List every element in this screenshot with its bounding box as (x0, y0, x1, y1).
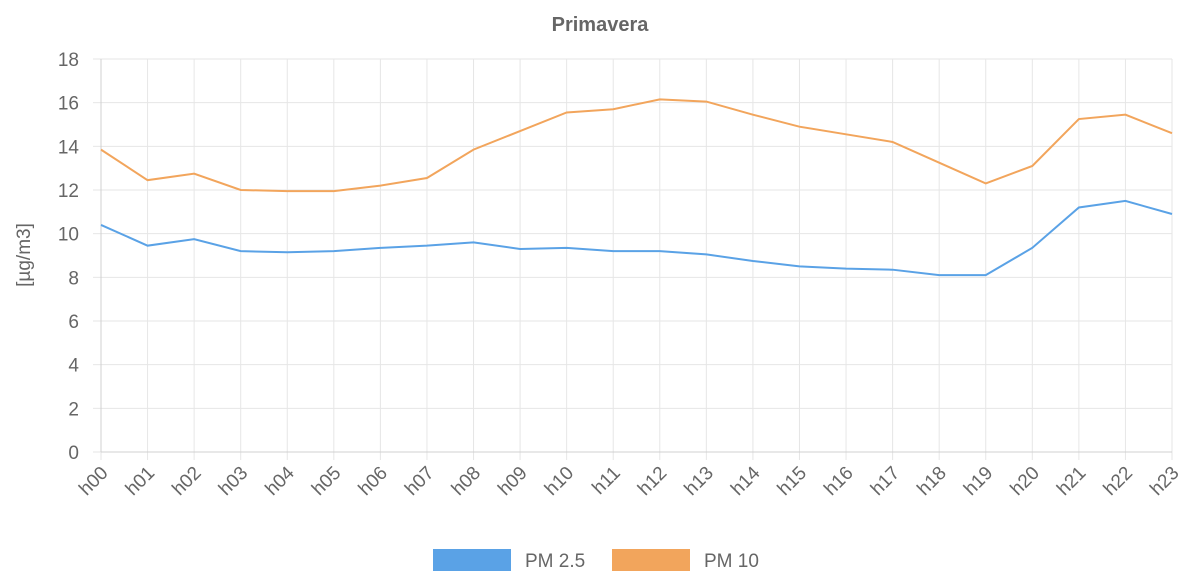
x-tick-label: h23 (1146, 463, 1183, 500)
y-tick-label: 0 (68, 443, 79, 464)
legend-swatch (612, 549, 690, 571)
x-tick-label: h14 (727, 462, 765, 500)
x-tick-label: h10 (541, 463, 578, 500)
x-tick-label: h00 (75, 463, 112, 500)
line-series (100, 98, 1173, 193)
x-tick-label: h11 (588, 463, 624, 499)
y-tick-label: 8 (68, 268, 79, 289)
x-tick-label: h12 (634, 463, 671, 500)
x-tick-label: h03 (215, 463, 252, 500)
y-tick-label: 12 (58, 181, 79, 202)
x-tick-label: h21 (1053, 463, 1090, 500)
y-tick-label: 2 (68, 399, 79, 420)
legend-swatch (433, 549, 511, 571)
y-tick-label: 4 (68, 356, 79, 377)
x-tick-label: h08 (448, 463, 485, 500)
y-tick-label: 10 (58, 225, 79, 246)
y-axis-label: [µg/m3] (14, 223, 35, 287)
y-tick-label: 18 (58, 50, 79, 71)
line-series (100, 199, 1173, 277)
x-tick-label: h13 (681, 463, 718, 500)
x-tick-label: h02 (168, 463, 205, 500)
x-tick-label: h16 (820, 463, 857, 500)
x-tick-label: h04 (262, 462, 300, 500)
x-tick-label: h06 (355, 463, 392, 500)
x-tick-label: h07 (401, 463, 438, 500)
legend-label: PM 2.5 (525, 551, 585, 572)
x-tick-label: h17 (867, 463, 904, 500)
y-tick-label: 6 (68, 312, 79, 333)
chart-title: Primavera (552, 14, 650, 36)
x-tick-label: h18 (913, 463, 950, 500)
x-tick-label: h05 (308, 463, 345, 500)
x-tick-label: h22 (1100, 463, 1137, 500)
x-tick-label: h09 (494, 463, 531, 500)
y-tick-label: 16 (58, 94, 79, 115)
x-tick-label: h20 (1007, 463, 1044, 500)
x-tick-label: h19 (960, 463, 997, 500)
x-tick-label: h01 (122, 463, 159, 500)
x-tick-label: h15 (774, 463, 811, 500)
y-tick-label: 14 (58, 137, 80, 158)
legend-label: PM 10 (704, 551, 759, 572)
